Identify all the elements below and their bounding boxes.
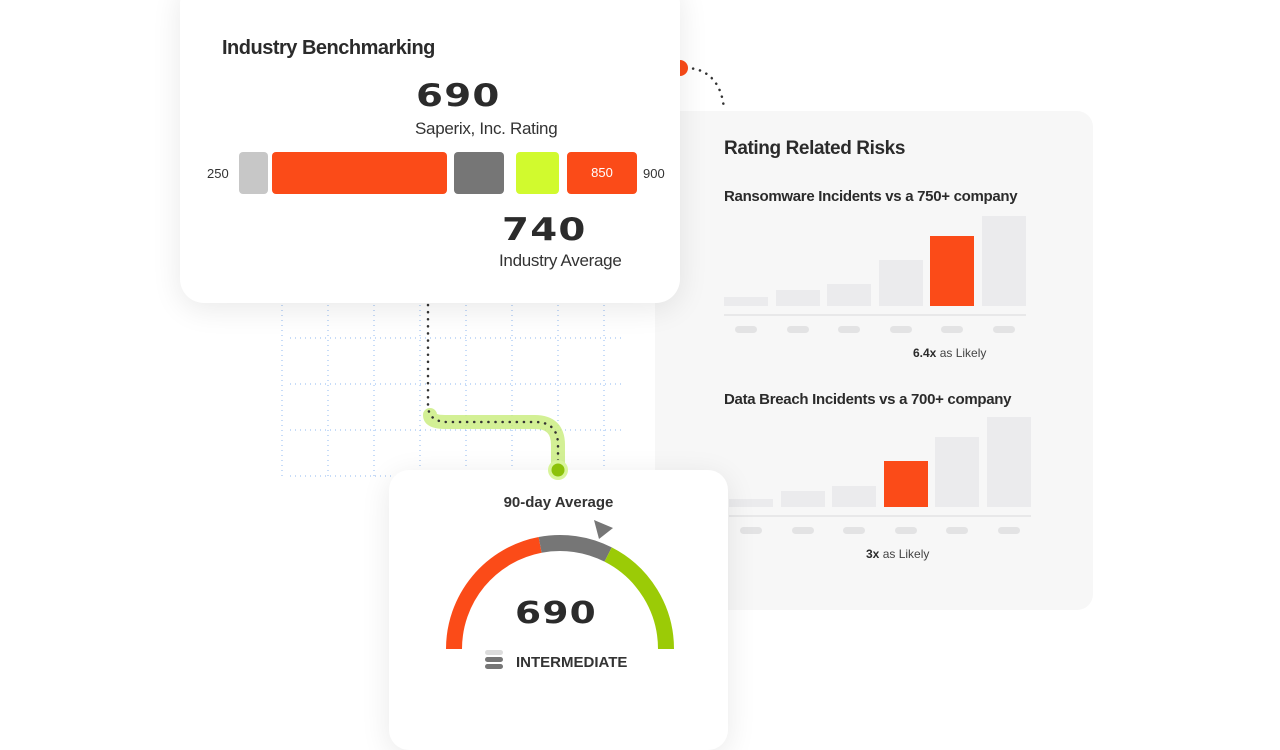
segment-light-gray	[239, 152, 268, 194]
x-tick-placeholder	[791, 527, 814, 534]
likely-value: 6.4x	[913, 346, 937, 360]
dotted-connector-top	[684, 66, 726, 112]
x-tick-placeholder	[889, 326, 912, 333]
x-tick-placeholder	[843, 527, 866, 534]
level-stack-icon	[485, 650, 503, 669]
segment-lime	[516, 152, 559, 194]
segment-orange-850: 850	[567, 152, 637, 194]
scale-max: 900	[643, 166, 665, 181]
likely-value: 3x	[866, 547, 880, 561]
gauge-level: INTERMEDIATE	[516, 654, 628, 671]
x-axis-line	[724, 314, 1026, 316]
data-breach-subtitle: Data Breach Incidents vs a 700+ company	[724, 391, 1012, 408]
company-rating-value: 690	[416, 78, 501, 114]
bar	[775, 290, 820, 306]
scale-min: 250	[207, 166, 229, 181]
bar	[724, 297, 768, 306]
industry-average-value: 740	[502, 212, 587, 248]
dotted-grid	[281, 300, 625, 477]
benchmark-title: Industry Benchmarking	[222, 37, 435, 59]
green-tube	[423, 408, 565, 477]
x-tick-placeholder	[998, 527, 1020, 534]
dotted-connector-bottom	[426, 303, 560, 467]
bar	[883, 460, 928, 507]
x-tick-placeholder	[786, 326, 809, 333]
x-axis-line	[729, 515, 1031, 517]
gauge-value: 690	[515, 596, 598, 631]
x-tick-placeholder	[946, 527, 969, 534]
x-tick-placeholder	[993, 326, 1015, 333]
likely-text: as Likely	[882, 547, 930, 561]
company-rating-label: Saperix, Inc. Rating	[415, 119, 558, 138]
bar	[930, 236, 975, 306]
ransomware-likely: 6.4x as Likely	[913, 346, 986, 360]
industry-average-label: Industry Average	[499, 251, 622, 270]
industry-benchmarking-card	[180, 0, 680, 303]
x-tick-placeholder	[894, 527, 917, 534]
bar	[827, 284, 872, 306]
bar	[982, 216, 1026, 306]
bar	[935, 437, 980, 507]
bar	[987, 417, 1031, 507]
x-tick-placeholder	[735, 326, 757, 333]
segment-orange	[272, 152, 447, 194]
x-tick-placeholder	[740, 527, 762, 534]
gauge-title: 90-day Average	[503, 494, 614, 511]
data-breach-likely: 3x as Likely	[866, 547, 929, 561]
rating-related-risks-panel	[655, 111, 1093, 610]
bar	[729, 498, 773, 507]
ransomware-subtitle: Ransomware Incidents vs a 750+ company	[724, 188, 1018, 205]
segment-dark-gray	[454, 152, 504, 194]
bar	[832, 485, 877, 507]
x-tick-placeholder	[941, 326, 964, 333]
likely-text: as Likely	[939, 346, 987, 360]
bar	[780, 490, 825, 507]
x-tick-placeholder	[838, 326, 861, 333]
bar	[878, 260, 923, 306]
risks-title: Rating Related Risks	[724, 138, 905, 159]
